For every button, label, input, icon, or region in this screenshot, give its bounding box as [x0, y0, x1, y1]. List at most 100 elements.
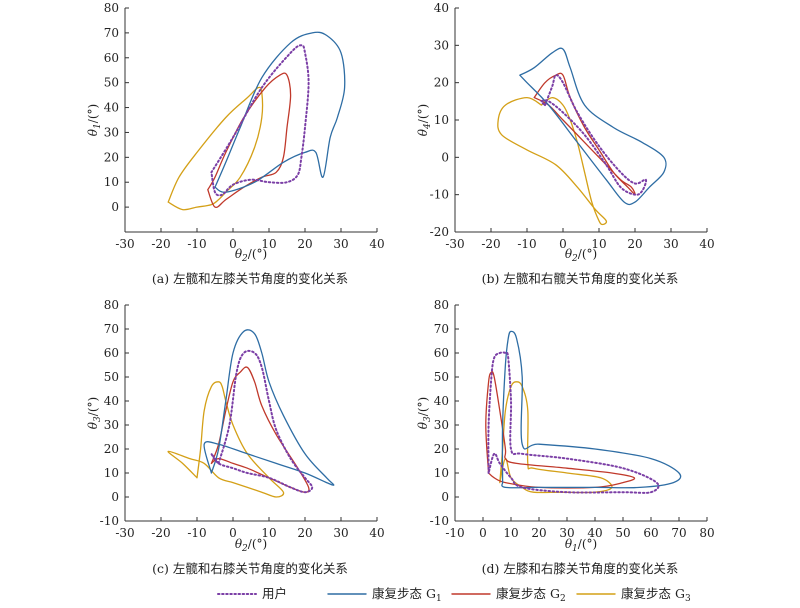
x-tick-label: 30 — [333, 237, 348, 251]
y-tick-label: 80 — [434, 298, 449, 312]
y-axis-label: θ3/(°) — [416, 397, 433, 429]
y-tick-label: 40 — [434, 1, 449, 15]
y-tick-label: 60 — [104, 51, 119, 65]
x-tick-label: -30 — [115, 237, 134, 251]
x-tick-label: 70 — [671, 526, 686, 540]
x-tick-label: -10 — [187, 526, 206, 540]
y-axis-label: θ3/(°) — [86, 397, 103, 429]
chart-panel-d: -10 0 10 20 30 40 50 60 70 80 -10 0 10 20 30 40 50 60 70 80… — [416, 298, 715, 576]
x-tick-label: 10 — [503, 526, 518, 540]
x-tick-label: -30 — [115, 526, 134, 540]
y-tick-label: 80 — [104, 1, 119, 15]
y-tick-label: -10 — [100, 514, 119, 528]
legend-label-g1: 康复步态 G1 — [372, 586, 442, 604]
series-line-g1 — [519, 47, 667, 206]
y-tick-label: 50 — [434, 370, 449, 384]
series-line-g2 — [210, 366, 310, 493]
y-tick-label: 0 — [441, 490, 449, 504]
y-tick-label: 20 — [104, 150, 119, 164]
x-tick-label: -30 — [445, 237, 464, 251]
series-line-g3 — [167, 381, 285, 498]
y-tick-label: 60 — [434, 346, 449, 360]
y-tick-label: 70 — [104, 322, 119, 336]
y-tick-label: -20 — [430, 225, 449, 239]
x-tick-label: 60 — [643, 526, 658, 540]
series-line-g3 — [497, 96, 608, 226]
x-tick-label: 30 — [333, 526, 348, 540]
x-tick-label: 40 — [369, 526, 384, 540]
legend-label-g3: 康复步态 G3 — [621, 586, 691, 604]
series-line-g3 — [499, 381, 613, 494]
y-tick-label: 50 — [104, 370, 119, 384]
y-tick-label: -10 — [430, 514, 449, 528]
series-line-user — [540, 74, 648, 196]
chart-panel-a: -30 -20 -10 0 10 20 30 40 0 10 20 30 40 50 60 70 80 θ2/(°… — [86, 1, 385, 286]
y-tick-label: 20 — [434, 76, 449, 90]
x-axis-label: θ2/(°) — [235, 537, 267, 554]
x-tick-label: 80 — [699, 526, 714, 540]
x-tick-label: 30 — [663, 237, 678, 251]
x-tick-label: 30 — [559, 526, 574, 540]
legend: 用户 康复步态 G1 康复步态 G2 康复步态 G3 — [217, 586, 691, 604]
x-tick-label: 0 — [229, 526, 237, 540]
legend-label-user: 用户 — [262, 586, 287, 601]
x-tick-label: 0 — [479, 526, 487, 540]
x-tick-label: -20 — [151, 237, 170, 251]
series-line-user — [210, 349, 314, 494]
y-tick-label: 70 — [104, 26, 119, 40]
y-tick-label: 40 — [104, 394, 119, 408]
x-tick-label: 10 — [261, 237, 276, 251]
legend-label-g2: 康复步态 G2 — [496, 586, 566, 604]
y-tick-label: 20 — [104, 442, 119, 456]
y-axis-label: θ1/(°) — [86, 104, 103, 136]
y-tick-label: 10 — [104, 466, 119, 480]
x-tick-label: 20 — [627, 237, 642, 251]
x-tick-label: -10 — [187, 237, 206, 251]
chart-panel-c: -30 -20 -10 0 10 20 30 40 -10 0 10 20 30 40 50 60 70 80 θ2… — [86, 298, 385, 576]
series-line-user — [487, 351, 660, 494]
x-tick-label: 10 — [261, 526, 276, 540]
panel-caption: (c) 左髋和右膝关节角度的变化关系 — [152, 561, 348, 576]
y-tick-label: 60 — [104, 346, 119, 360]
y-tick-label: 30 — [434, 38, 449, 52]
chart-panel-b: -30 -20 -10 0 10 20 30 40-20-10010203040θ2/(°)θ… — [416, 1, 715, 286]
x-tick-label: 50 — [615, 526, 630, 540]
y-tick-label: 30 — [104, 418, 119, 432]
y-tick-label: 10 — [434, 113, 449, 127]
x-tick-label: 40 — [587, 526, 602, 540]
panel-caption: (a) 左髋和左膝关节角度的变化关系 — [152, 271, 348, 286]
y-tick-label: 50 — [104, 76, 119, 90]
x-tick-label: -20 — [151, 526, 170, 540]
x-tick-label: 0 — [559, 237, 567, 251]
x-tick-label: 20 — [297, 526, 312, 540]
y-tick-label: 30 — [104, 125, 119, 139]
y-tick-label: 0 — [111, 200, 119, 214]
x-axis-label: θ2/(°) — [235, 247, 267, 264]
x-axis-label: θ2/(°) — [565, 247, 597, 264]
series-line-g1 — [214, 31, 346, 193]
series-line-g2 — [207, 72, 292, 209]
x-axis-label: θ1/(°) — [565, 537, 597, 554]
y-tick-label: 0 — [111, 490, 119, 504]
y-tick-label: 0 — [441, 150, 449, 164]
x-tick-label: 10 — [591, 237, 606, 251]
series-line-g1 — [203, 329, 335, 486]
y-tick-label: 80 — [104, 298, 119, 312]
series-line-user — [210, 44, 310, 197]
series-line-g2 — [533, 72, 636, 196]
panel-caption: (d) 左膝和右膝关节角度的变化关系 — [482, 561, 679, 576]
x-tick-label: -10 — [445, 526, 464, 540]
y-tick-label: -10 — [430, 188, 449, 202]
x-tick-label: -10 — [517, 237, 536, 251]
y-tick-label: 70 — [434, 322, 449, 336]
x-tick-label: 40 — [699, 237, 714, 251]
x-tick-label: 0 — [229, 237, 237, 251]
y-tick-label: 40 — [434, 394, 449, 408]
series-line-g1 — [501, 330, 682, 489]
x-tick-label: 20 — [531, 526, 546, 540]
y-tick-label: 30 — [434, 418, 449, 432]
y-tick-label: 10 — [434, 466, 449, 480]
panel-caption: (b) 左髋和右髋关节角度的变化关系 — [482, 271, 679, 286]
y-axis-label: θ4/(°) — [416, 104, 433, 136]
